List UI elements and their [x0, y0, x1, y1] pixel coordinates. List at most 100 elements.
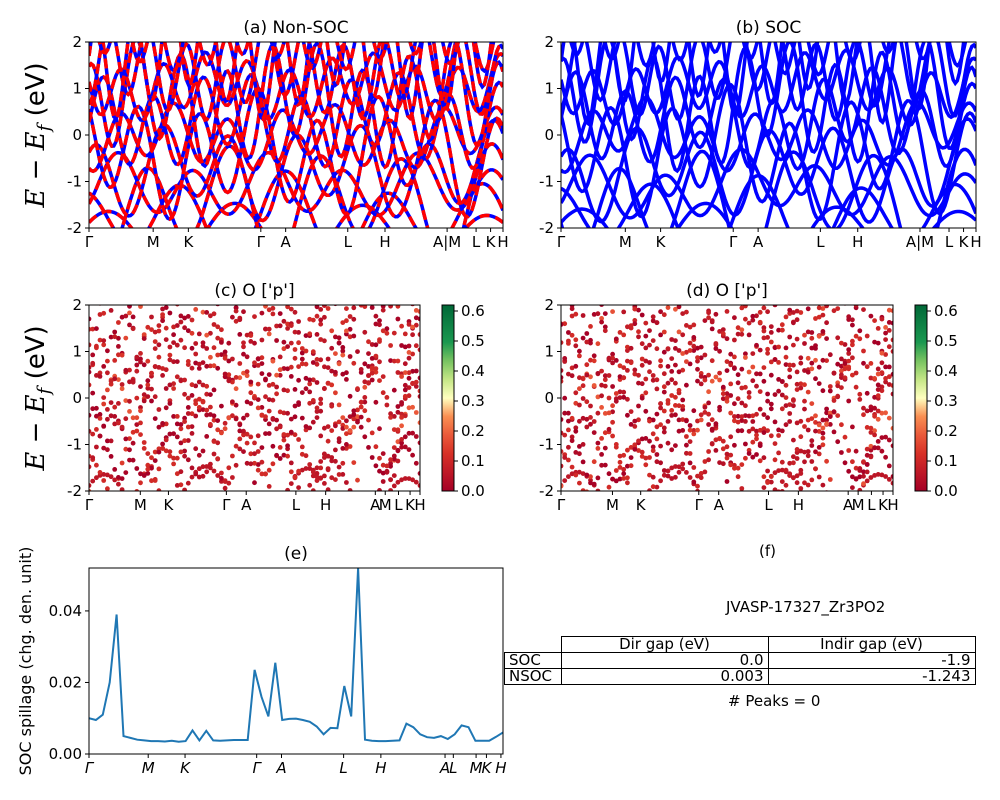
- scatter-point-c: [325, 424, 331, 429]
- scatter-point-d: [750, 364, 756, 370]
- scatter-point-c: [304, 496, 309, 501]
- scatter-point-c: [417, 309, 420, 314]
- scatter-point-d: [618, 288, 623, 293]
- scatter-point-d: [569, 313, 575, 319]
- scatter-point-c: [105, 438, 110, 444]
- scatter-point-d: [890, 474, 893, 479]
- scatter-point-c: [347, 326, 353, 332]
- scatter-point-c: [281, 452, 287, 458]
- scatter-point-c: [380, 374, 386, 379]
- scatter-point-d: [684, 323, 689, 328]
- xtick-label-a-0: Γ: [85, 233, 94, 251]
- scatter-point-c: [156, 446, 162, 452]
- scatter-point-c: [97, 416, 103, 421]
- xtick-label-b-5: L: [816, 233, 825, 251]
- scatter-point-d: [769, 261, 774, 266]
- scatter-point-c: [145, 378, 151, 384]
- scatter-point-c: [185, 480, 191, 486]
- scatter-point-c: [211, 363, 217, 369]
- scatter-point-d: [651, 492, 656, 497]
- bands-a: [89, 42, 503, 228]
- scatter-point-d: [658, 478, 663, 484]
- scatter-point-d: [728, 452, 734, 458]
- scatter-point-c: [399, 437, 404, 442]
- scatter-point-c: [196, 396, 202, 402]
- xtick-label-d-8: M: [852, 496, 865, 514]
- scatter-point-c: [123, 300, 128, 305]
- scatter-point-d: [709, 358, 715, 364]
- scatter-point-d: [591, 358, 597, 364]
- xtick-label-e-3: Γ: [252, 759, 262, 777]
- cell-nsoc-dir: 0.003: [560, 668, 769, 685]
- scatter-point-c: [219, 430, 224, 436]
- scatter-point-c: [108, 438, 114, 444]
- scatter-point-c: [369, 305, 375, 310]
- scatter-point-d: [606, 484, 612, 490]
- scatter-point-c: [127, 436, 132, 441]
- scatter-point-d: [879, 316, 885, 322]
- panel-e-frame: [88, 567, 504, 755]
- scatter-point-c: [325, 356, 331, 362]
- scatter-point-c: [296, 485, 301, 490]
- scatter-point-c: [141, 362, 147, 368]
- scatter-point-c: [413, 410, 419, 415]
- scatter-point-c: [406, 405, 412, 411]
- scatter-point-d: [684, 418, 689, 424]
- scatter-point-c: [175, 305, 180, 307]
- scatter-point-c: [347, 428, 353, 434]
- scatter-point-c: [189, 330, 195, 336]
- scatter-point-d: [791, 475, 796, 480]
- scatter-point-d: [798, 418, 804, 424]
- scatter-point-d: [566, 338, 571, 344]
- scatter-point-c: [178, 319, 184, 325]
- scatter-point-d: [735, 380, 741, 386]
- scatter-point-c: [289, 520, 294, 525]
- scatter-point-d: [584, 416, 590, 422]
- scatter-point-c: [395, 439, 401, 445]
- scatter-point-d: [717, 404, 722, 410]
- scatter-point-d: [853, 384, 859, 390]
- table-header-row: Dir gap (eV) Indir gap (eV): [505, 636, 976, 653]
- scatter-point-c: [189, 411, 195, 417]
- scatter-point-c: [185, 411, 191, 416]
- scatter-point-d: [809, 345, 815, 351]
- scatter-point-c: [252, 395, 257, 400]
- scatter-point-d: [577, 386, 582, 392]
- scatter-point-c: [141, 440, 147, 445]
- scatter-point-d: [743, 384, 748, 390]
- scatter-point-d: [772, 470, 778, 476]
- scatter-point-c: [244, 440, 250, 446]
- scatter-point-c: [112, 421, 118, 427]
- scatter-point-c: [366, 351, 371, 356]
- scatter-point-d: [890, 391, 893, 397]
- scatter-point-c: [149, 465, 154, 471]
- scatter-point-c: [134, 422, 140, 427]
- scatter-point-c: [237, 332, 243, 337]
- xtick-label-d-10: K: [878, 496, 889, 514]
- scatter-point-d: [779, 459, 785, 465]
- scatter-point-c: [395, 316, 401, 322]
- scatter-point-c: [377, 488, 382, 491]
- scatter-point-d: [577, 451, 582, 457]
- scatter-point-d: [714, 527, 719, 532]
- scatter-point-d: [710, 530, 715, 535]
- scatter-point-d: [883, 410, 888, 416]
- scatter-point-c: [94, 280, 99, 285]
- scatter-point-c: [413, 379, 419, 385]
- cell-nsoc-indir: -1.243: [767, 668, 976, 685]
- scatter-point-d: [595, 341, 601, 347]
- scatter-point-c: [182, 325, 188, 331]
- scatter-point-c: [127, 379, 132, 385]
- xtick-label-b-2: K: [656, 233, 667, 251]
- scatter-point-c: [362, 395, 368, 400]
- scatter-point-c: [252, 440, 257, 446]
- scatter-point-c: [310, 473, 316, 479]
- scatter-point-d: [680, 461, 686, 467]
- scatter-point-d: [850, 338, 855, 344]
- scatter-point-d: [569, 464, 575, 470]
- scatter-point-d: [732, 337, 737, 343]
- scatter-point-c: [105, 387, 110, 393]
- scatter-point-c: [141, 336, 147, 341]
- scatter-point-c: [219, 352, 224, 357]
- scatter-point-d: [809, 459, 815, 464]
